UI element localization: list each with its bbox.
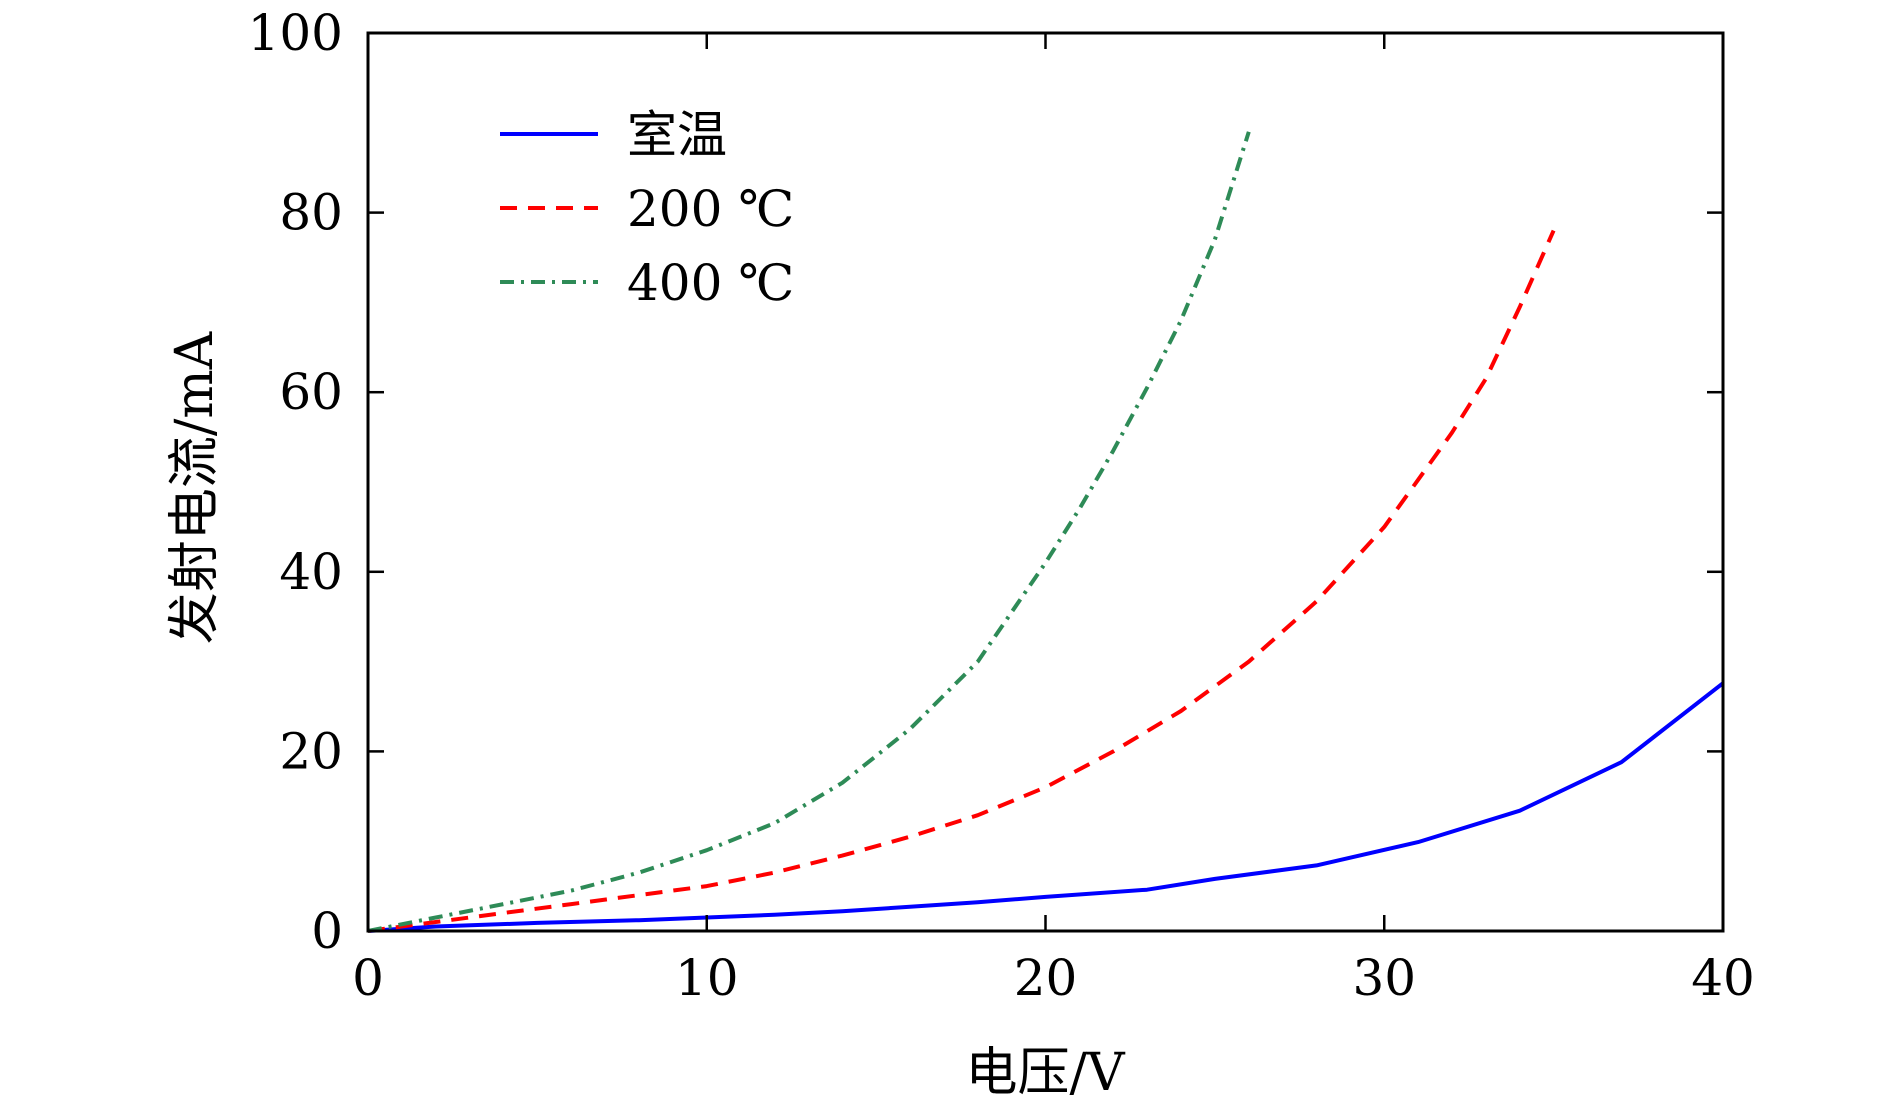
series-line-2 [367,131,1251,933]
y-tick-label: 20 [279,722,343,780]
y-tick-label: 100 [248,4,343,62]
x-tick-label: 20 [1014,949,1078,1007]
y-tick-label: 60 [279,363,343,421]
legend-label-room-temp: 室温 [627,106,727,164]
y-tick-label: 80 [279,184,343,242]
legend-label-200c: 200 ℃ [627,180,794,238]
y-tick-label: 40 [279,543,343,601]
plot-frame [366,31,1725,933]
x-axis-label: 电压/V [965,1043,1126,1103]
ticks: 0 10 20 30 40 0 20 40 60 80 100 [248,4,1755,1007]
x-tick-label: 0 [352,949,384,1007]
x-tick-label: 40 [1691,949,1755,1007]
x-tick-label: 10 [675,949,739,1007]
y-tick-label: 0 [311,902,343,960]
legend: 室温 200 ℃ 400 ℃ [500,106,794,312]
series-line-1 [367,229,1556,933]
legend-label-400c: 400 ℃ [627,254,794,312]
plot-area [367,131,1725,933]
y-axis-label: 发射电流/mA [165,330,225,644]
x-tick-label: 30 [1352,949,1416,1007]
series-line-0 [367,681,1725,933]
